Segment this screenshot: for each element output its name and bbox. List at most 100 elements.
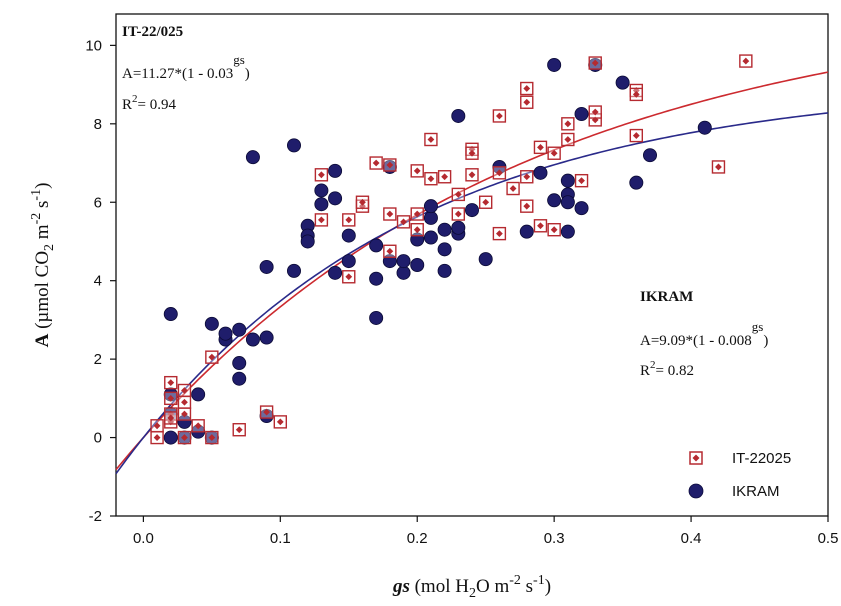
data-point bbox=[451, 108, 466, 123]
data-point bbox=[369, 238, 384, 253]
data-point bbox=[232, 371, 247, 386]
data-point bbox=[615, 75, 630, 90]
legend-label-ikram: IKRAM bbox=[732, 483, 780, 500]
data-point bbox=[177, 407, 192, 421]
data-point bbox=[533, 140, 548, 155]
data-point bbox=[341, 228, 356, 243]
data-point bbox=[383, 158, 397, 172]
data-point bbox=[547, 57, 562, 72]
data-point bbox=[410, 257, 425, 272]
data-point bbox=[341, 254, 356, 269]
legend-label-it22025: IT-22025 bbox=[732, 450, 791, 467]
data-point bbox=[492, 226, 507, 241]
fit-curve-it22025 bbox=[115, 71, 829, 471]
data-point bbox=[232, 322, 247, 337]
data-point bbox=[314, 183, 329, 198]
y-tick-label: 6 bbox=[94, 194, 102, 211]
data-point bbox=[396, 265, 411, 280]
data-point bbox=[410, 164, 424, 178]
x-tick-label: 0.5 bbox=[818, 530, 839, 547]
data-point bbox=[492, 109, 507, 123]
data-point bbox=[342, 213, 356, 227]
data-point bbox=[259, 259, 274, 274]
data-point bbox=[328, 163, 343, 178]
data-point bbox=[560, 173, 575, 188]
data-point bbox=[574, 107, 589, 122]
y-axis: -2 0 2 4 6 8 10 bbox=[85, 37, 116, 525]
data-point bbox=[547, 146, 561, 160]
data-point bbox=[396, 215, 411, 229]
data-point bbox=[533, 219, 548, 233]
data-point bbox=[205, 430, 219, 445]
data-point bbox=[533, 165, 548, 180]
x-tick-label: 0.3 bbox=[544, 530, 565, 547]
data-point bbox=[520, 95, 534, 109]
data-point bbox=[369, 271, 384, 286]
data-point bbox=[163, 307, 178, 322]
data-point bbox=[150, 430, 164, 445]
data-point bbox=[437, 242, 452, 257]
data-point bbox=[245, 332, 260, 347]
data-series bbox=[150, 54, 753, 445]
x-axis-title: gs (mol H2O m-2 s-1) bbox=[392, 573, 551, 601]
data-point bbox=[629, 175, 644, 190]
data-point bbox=[218, 326, 233, 341]
data-point bbox=[520, 170, 534, 184]
data-point bbox=[465, 168, 479, 182]
data-point bbox=[464, 203, 479, 218]
data-point bbox=[286, 138, 301, 153]
data-point bbox=[410, 223, 424, 237]
x-tick-label: 0.2 bbox=[407, 530, 428, 547]
data-point bbox=[328, 265, 343, 280]
data-point bbox=[588, 56, 602, 70]
data-point bbox=[697, 120, 712, 135]
legend: IT-22025 IKRAM bbox=[688, 450, 791, 500]
data-point bbox=[739, 54, 753, 68]
data-point bbox=[574, 173, 589, 188]
data-point bbox=[547, 223, 561, 237]
data-point bbox=[506, 181, 520, 196]
data-point bbox=[519, 224, 534, 239]
annotation-label-ikram: IKRAM bbox=[640, 289, 693, 305]
series-ikram bbox=[163, 57, 712, 445]
data-point bbox=[204, 316, 219, 331]
data-point bbox=[465, 146, 479, 160]
data-point bbox=[492, 166, 507, 180]
data-point bbox=[232, 356, 247, 371]
equation-ikram: A=9.09*(1 - 0.008gs) bbox=[640, 319, 768, 349]
data-point bbox=[547, 193, 562, 208]
data-point bbox=[205, 350, 219, 364]
data-point bbox=[314, 168, 329, 182]
y-tick-label: -2 bbox=[89, 508, 102, 525]
fit-curves bbox=[115, 71, 829, 475]
y-tick-label: 10 bbox=[85, 37, 102, 54]
data-point bbox=[451, 187, 466, 202]
data-point bbox=[423, 199, 438, 214]
data-point bbox=[396, 254, 411, 269]
data-point bbox=[163, 430, 178, 445]
data-point bbox=[478, 195, 493, 209]
data-point bbox=[355, 195, 370, 209]
data-point bbox=[383, 244, 397, 258]
annotation-it22025: IT-22/025 A=11.27*(1 - 0.03gs) R2= 0.94 bbox=[122, 24, 250, 113]
x-tick-label: 0.4 bbox=[681, 530, 702, 547]
y-tick-label: 4 bbox=[94, 273, 102, 290]
data-point bbox=[574, 201, 589, 216]
data-point bbox=[629, 128, 644, 143]
data-point bbox=[232, 423, 246, 437]
y-axis-title: A (µmol CO2 m-2 s-1) bbox=[29, 183, 57, 348]
r2-ikram: R2= 0.82 bbox=[640, 359, 694, 379]
data-point bbox=[561, 117, 575, 131]
data-point bbox=[561, 132, 575, 147]
r2-it22025: R2= 0.94 bbox=[122, 93, 176, 113]
data-point bbox=[286, 263, 301, 278]
data-point bbox=[369, 156, 383, 170]
series-it22025 bbox=[150, 54, 753, 445]
data-point bbox=[423, 210, 438, 225]
data-point bbox=[520, 81, 534, 96]
data-point bbox=[437, 170, 452, 184]
data-point bbox=[177, 383, 192, 398]
data-point bbox=[588, 105, 602, 119]
data-point bbox=[410, 207, 424, 221]
data-point bbox=[711, 160, 726, 174]
